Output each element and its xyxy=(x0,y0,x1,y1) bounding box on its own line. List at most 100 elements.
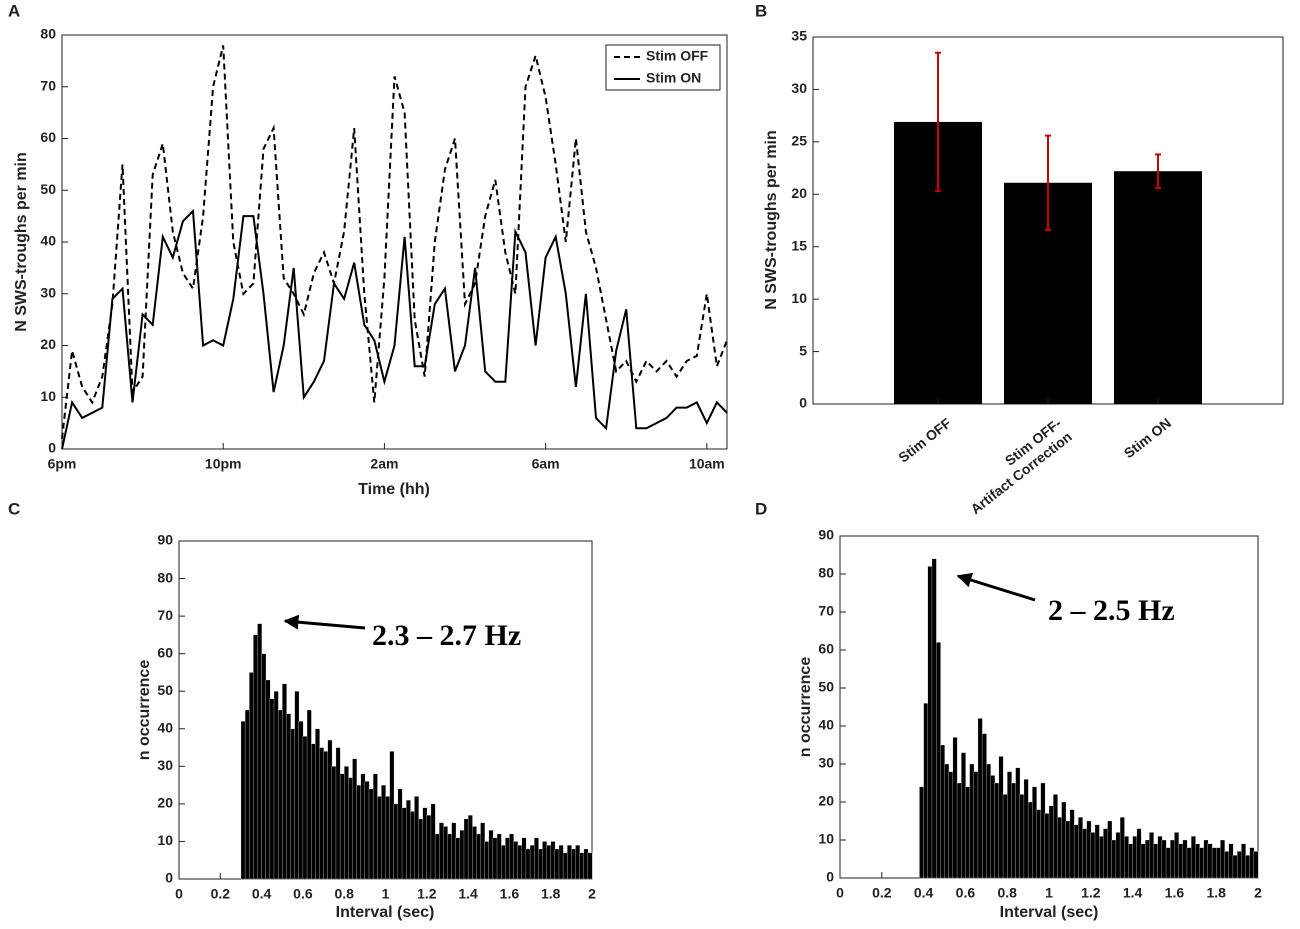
panel-label: D xyxy=(755,499,767,518)
histogram-bar xyxy=(273,691,279,880)
histogram-bar xyxy=(587,852,593,880)
histogram-bar xyxy=(311,743,316,880)
x-tick-label: 0.6 xyxy=(956,885,976,901)
histogram-bar xyxy=(339,773,345,880)
plot-area xyxy=(61,34,728,450)
x-tick-label: 0.4 xyxy=(252,886,272,902)
histogram-bar xyxy=(1040,782,1046,879)
histogram-bar xyxy=(1228,843,1234,879)
histogram-bar xyxy=(451,822,457,880)
y-tick-label: 30 xyxy=(791,80,807,96)
y-tick-label: 30 xyxy=(40,284,56,300)
histogram-bar xyxy=(1182,839,1188,879)
x-tick-label: Stim ON xyxy=(1121,415,1174,462)
histogram-bar xyxy=(496,833,502,880)
y-tick-label: 35 xyxy=(791,28,807,44)
legend-box xyxy=(605,44,721,91)
histogram-bar xyxy=(480,822,486,880)
histogram-bar xyxy=(994,782,1000,879)
y-tick-label: 10 xyxy=(40,388,56,404)
histogram-bar xyxy=(534,837,539,880)
histogram-bar xyxy=(1061,801,1067,879)
histogram-bar xyxy=(1073,824,1079,879)
histogram-bar xyxy=(931,558,937,879)
histogram-bar xyxy=(1245,855,1251,879)
histogram-bar xyxy=(1015,767,1021,879)
y-axis-label: n occurrence xyxy=(797,657,814,758)
y-tick-label: 20 xyxy=(818,793,834,809)
histogram-bar xyxy=(434,833,440,880)
histogram-bar xyxy=(1241,843,1246,879)
histogram-bar xyxy=(381,784,386,880)
histogram-bar xyxy=(331,766,337,880)
histogram-bar xyxy=(1174,832,1180,879)
histogram-bar xyxy=(1078,817,1083,879)
histogram-bar xyxy=(1161,839,1167,879)
histogram-bar xyxy=(927,566,933,879)
histogram-bar xyxy=(352,758,358,880)
histogram-bar xyxy=(294,691,300,880)
histogram-bar xyxy=(1099,836,1104,879)
histogram-bar xyxy=(1086,820,1092,879)
histogram-bar xyxy=(327,739,333,880)
histogram-bar xyxy=(1144,839,1150,879)
histogram-bar xyxy=(393,803,399,880)
histogram-bar xyxy=(364,781,370,880)
histogram-bar xyxy=(1124,836,1129,879)
y-tick-label: 20 xyxy=(157,795,173,811)
x-tick-label: Stim OFF xyxy=(895,414,954,465)
histogram-bar xyxy=(1027,801,1033,879)
histogram-bar xyxy=(517,845,523,880)
y-tick-label: 80 xyxy=(40,26,56,42)
x-tick-label: 6pm xyxy=(48,456,77,472)
y-tick-label: 40 xyxy=(818,717,834,733)
y-tick-label: 50 xyxy=(157,682,173,698)
histogram-bar xyxy=(1111,839,1117,879)
histogram-bar xyxy=(405,799,411,880)
histogram-bar xyxy=(1153,843,1159,879)
histogram-bar xyxy=(1036,809,1042,879)
histogram-bar xyxy=(476,833,481,880)
histogram-bar xyxy=(360,773,366,880)
y-tick-label: 30 xyxy=(157,757,173,773)
histogram-bar xyxy=(1044,813,1050,879)
histogram-bar xyxy=(410,811,415,880)
x-tick-label: 0.2 xyxy=(211,886,231,902)
histogram-bar xyxy=(969,763,975,879)
y-tick-label: 40 xyxy=(40,233,56,249)
y-tick-label: 25 xyxy=(791,133,807,149)
histogram-bar xyxy=(356,784,362,880)
histogram-bar xyxy=(1224,851,1230,879)
y-tick-label: 60 xyxy=(40,129,56,145)
x-tick-label: 0.4 xyxy=(914,885,934,901)
histogram-bar xyxy=(1216,847,1221,879)
histogram-bar xyxy=(1199,847,1205,879)
y-tick-label: 5 xyxy=(799,342,807,358)
histogram-bar xyxy=(935,642,941,879)
histogram-bar xyxy=(385,796,391,880)
y-tick-label: 10 xyxy=(791,290,807,306)
histogram-bar xyxy=(542,841,548,880)
histogram-bar xyxy=(500,845,506,880)
histogram-bar xyxy=(1007,771,1012,879)
x-tick-label: 1.4 xyxy=(1123,885,1143,901)
histogram-bar xyxy=(965,786,971,879)
histogram-bar xyxy=(290,728,296,880)
x-tick-label: 1 xyxy=(382,886,390,902)
histogram-bar xyxy=(492,837,498,880)
histogram-bar xyxy=(1107,820,1113,879)
histogram-bar xyxy=(1136,828,1142,879)
histogram-bar xyxy=(1203,839,1209,879)
histogram-bar xyxy=(1032,786,1037,879)
histogram-bar xyxy=(1057,817,1062,879)
histogram-bar xyxy=(377,796,382,880)
histogram-bar xyxy=(1232,855,1238,879)
histogram-bar xyxy=(1069,809,1075,879)
histogram-bar xyxy=(443,826,448,880)
histogram-bar xyxy=(459,830,465,880)
histogram-bar xyxy=(1048,805,1054,879)
y-tick-label: 0 xyxy=(165,870,173,886)
histogram-bar xyxy=(944,763,950,879)
y-tick-label: 20 xyxy=(40,336,56,352)
x-tick-label: 2 xyxy=(588,886,596,902)
